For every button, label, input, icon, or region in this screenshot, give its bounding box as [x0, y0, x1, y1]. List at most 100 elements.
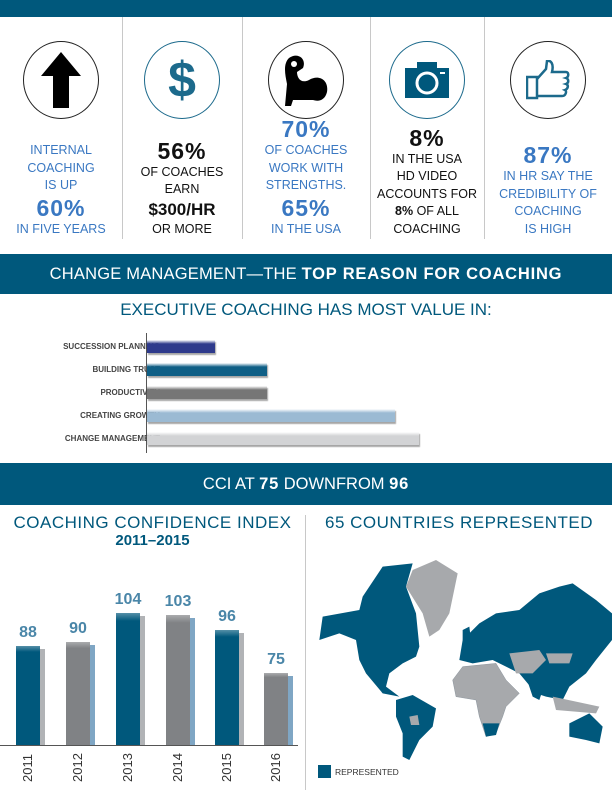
- map-africa: [452, 663, 520, 737]
- map-uk: [462, 626, 471, 640]
- stat-inline-value: 8%: [395, 204, 414, 218]
- cci-bar-shadow: [90, 645, 95, 745]
- map-bolivia: [409, 715, 420, 725]
- top-bar: [0, 0, 612, 17]
- stat-line: 70%: [281, 116, 331, 142]
- hbar-label: PRODUCTIVITY: [100, 388, 160, 397]
- map-eurasia: [459, 583, 612, 700]
- stat-line: CREDIBILITY OF: [499, 186, 597, 201]
- map-south-america: [396, 695, 436, 760]
- stat-line: IN FIVE YEARS: [16, 221, 106, 236]
- map-greenland: [406, 560, 458, 637]
- stat-column: $56% OF COACHES EARN $300/HR OR MORE: [122, 17, 242, 242]
- hbar: [147, 432, 419, 445]
- stat-line: 87%: [523, 142, 573, 168]
- stat-line: WORK WITH: [268, 160, 344, 175]
- stat-line: 56%: [157, 137, 207, 164]
- stat-line: IN THE USA: [271, 221, 341, 236]
- map-australia: [569, 713, 603, 744]
- banner-value: 96: [389, 475, 410, 493]
- stat-line: $300/HR: [148, 199, 216, 219]
- cci-value-label: 104: [114, 591, 142, 609]
- stat-line: HD VIDEO: [396, 169, 458, 183]
- map-southeast-asia: [552, 696, 600, 714]
- legend-label: REPRESENTED: [335, 767, 399, 777]
- hbar: [147, 409, 395, 422]
- exec-coaching-title: EXECUTIVE COACHING HAS MOST VALUE IN:: [120, 300, 492, 319]
- stat-line: COACHING: [27, 160, 95, 175]
- cci-bar-shadow: [140, 616, 145, 745]
- stat-line: IN HR SAY THE: [503, 169, 593, 183]
- cci-bar: [166, 615, 190, 745]
- stat-line: IS HIGH: [524, 221, 572, 236]
- cci-bar: [116, 613, 140, 745]
- cci-year-label: 2013: [120, 753, 135, 782]
- top-reason-banner: CHANGE MANAGEMENT—THE TOP REASON FOR COA…: [0, 254, 612, 294]
- banner-text: DOWNFROM: [279, 475, 390, 493]
- cci-year-label: 2016: [268, 753, 283, 782]
- hbar-axis: [146, 333, 147, 453]
- stat-text: 56% OF COACHES EARN $300/HR OR MORE: [122, 138, 242, 239]
- stat-line: IS UP: [44, 178, 78, 192]
- hbar: [147, 386, 267, 399]
- stat-column: 87% IN HR SAY THE CREDIBILITY OF COACHING IS…: [484, 17, 612, 242]
- up-arrow-icon: [23, 41, 99, 119]
- stat-line: 60%: [36, 194, 86, 221]
- world-map: [319, 560, 612, 760]
- stat-line: 8%: [409, 124, 445, 151]
- column-divider: [370, 17, 371, 239]
- flexed-bicep-icon: [268, 41, 344, 119]
- cci-year-label: 2014: [170, 753, 185, 782]
- banner-value: 75: [259, 475, 280, 493]
- cci-year-label: 2011: [20, 754, 35, 782]
- stat-line: 65%: [281, 194, 331, 221]
- stat-line: OF COACHES: [140, 164, 224, 179]
- hbar: [147, 340, 215, 353]
- map-india: [526, 676, 546, 700]
- cci-year-label: 2012: [70, 753, 85, 782]
- map-north-america: [319, 563, 420, 697]
- hbar: [147, 363, 267, 376]
- hbar-label: CHANGE MANAGEMENT: [64, 434, 160, 443]
- column-divider: [484, 17, 485, 239]
- thumbs-up-icon: [510, 41, 586, 119]
- cci-value-label: 96: [218, 607, 236, 625]
- stat-line: EARN: [164, 182, 200, 196]
- cci-value-label: 90: [69, 620, 87, 637]
- banner-light-text: CHANGE MANAGEMENT—THE: [49, 265, 302, 283]
- stat-column: 8% IN THE USA HD VIDEO ACCOUNTS FOR 8% OF AL…: [370, 17, 484, 242]
- cci-value-label: 103: [164, 593, 192, 611]
- hbar-label: CREATING GROWTH: [80, 411, 160, 420]
- column-divider: [242, 17, 243, 239]
- camera-icon: [389, 41, 465, 119]
- stat-column: 70% OF COACHES WORK WITH STRENGTHS. 65% IN TH…: [242, 17, 370, 242]
- stat-line: STRENGTHS.: [265, 178, 347, 192]
- cci-value-label: 75: [267, 650, 285, 668]
- hbar-label: SUCCESSION PLANNING: [63, 342, 160, 351]
- stat-line: OR MORE: [152, 221, 212, 236]
- stat-line: COACHING: [514, 204, 582, 218]
- map-central-asia: [509, 650, 546, 674]
- cci-bar-shadow: [288, 675, 293, 745]
- stat-line: ACCOUNTS FOR: [377, 186, 477, 201]
- map-south-africa: [482, 723, 500, 737]
- cci-baseline: [0, 745, 298, 746]
- cci-value-label: 88: [19, 624, 37, 642]
- stat-text: 87% IN HR SAY THE CREDIBILITY OF COACHING IS…: [484, 142, 612, 238]
- cci-bar: [264, 672, 288, 745]
- legend-swatch-represented: [318, 765, 331, 778]
- cci-bar-shadow: [239, 632, 244, 745]
- cci-bar-shadow: [190, 618, 195, 745]
- column-divider: [122, 17, 123, 239]
- cci-bar: [16, 646, 40, 745]
- stat-column: INTERNAL COACHING IS UP 60% IN FIVE YEARS: [0, 17, 122, 242]
- stat-line: 8% OF ALL: [395, 204, 459, 218]
- cci-banner: CCI AT 75 DOWNFROM 96: [0, 463, 612, 505]
- stat-line: COACHING: [393, 221, 461, 236]
- stat-line: IN THE USA: [392, 151, 462, 166]
- map-mongolia: [546, 653, 573, 664]
- stat-line: INTERNAL: [30, 143, 92, 157]
- section-divider: [305, 515, 306, 790]
- cci-bar-shadow: [40, 649, 45, 745]
- stat-line: OF COACHES: [264, 143, 348, 157]
